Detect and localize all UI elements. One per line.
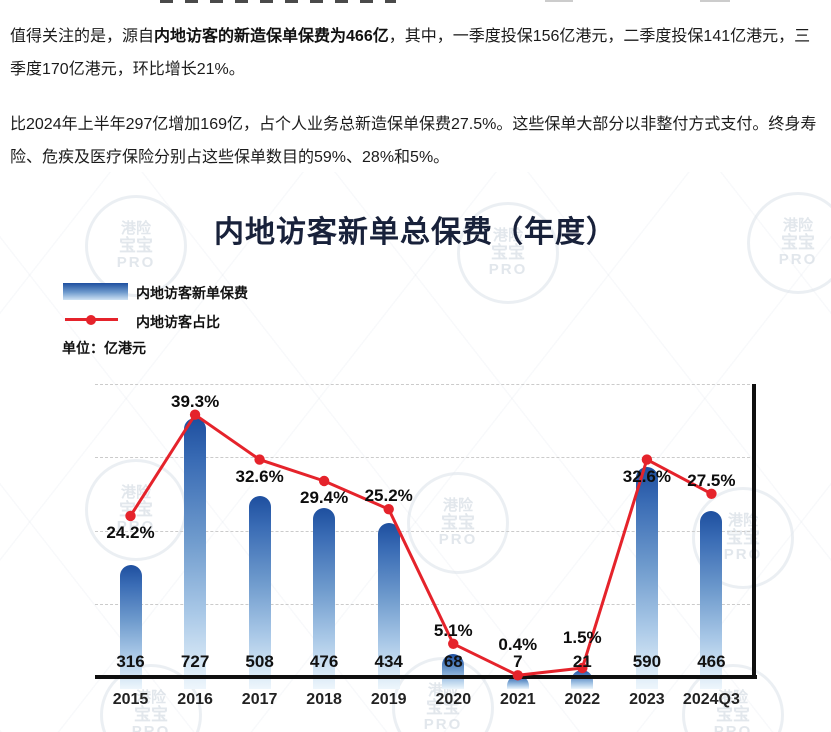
bar-2015 [119, 565, 142, 689]
x-label-2017: 2017 [241, 691, 278, 708]
value-label-2024Q3: 466 [697, 652, 726, 671]
bar-2018 [313, 508, 336, 689]
bar-2024Q3 [700, 511, 723, 689]
x-label-2022: 2022 [564, 691, 601, 708]
value-label-2018: 476 [309, 652, 339, 671]
line-point-2019 [383, 504, 394, 515]
x-label-2021: 2021 [500, 691, 536, 708]
gridline [95, 604, 755, 606]
gridline [95, 530, 755, 532]
pct-label-2018: 29.4% [299, 488, 349, 507]
bar-2023 [635, 467, 658, 689]
pct-label-2024Q3: 27.5% [687, 470, 736, 490]
cropped-line-remnant [160, 0, 396, 3]
pct-label-2019: 25.2% [364, 486, 413, 506]
line-point-2024Q3 [706, 488, 717, 499]
chart-title: 内地访客新单总保费（年度） [214, 216, 617, 249]
line-point-2017 [254, 454, 265, 465]
paragraph-text: 值得关注的是，源自 [10, 28, 155, 45]
gridline [95, 383, 755, 385]
paragraph-text: ，其中，一季度投保156亿港元，二季度投保141亿港元，三季度170亿港元，环比… [10, 28, 811, 78]
bar-2022 [571, 670, 594, 689]
bar-2016 [184, 418, 207, 689]
value-label-2022: 21 [572, 652, 592, 671]
line-point-2020 [448, 638, 459, 649]
cropped-line-remnant [545, 0, 573, 2]
pct-label-2017: 32.6% [235, 466, 284, 486]
right-axis-line [751, 383, 756, 679]
x-label-2023: 2023 [629, 691, 665, 708]
pct-label-2022: 1.5% [562, 628, 602, 647]
bar-2017 [248, 496, 271, 689]
pct-label-2016: 39.3% [170, 391, 220, 411]
cropped-line-remnant [700, 0, 730, 2]
paragraph-comparison-details: 比2024年上半年297亿增加169亿，占个人业务总新造保单保费27.5%。这些… [10, 116, 817, 166]
x-label-2019: 2019 [370, 691, 407, 708]
value-label-2017: 508 [245, 652, 274, 671]
pct-label-2021: 0.4% [498, 635, 538, 655]
line-point-2021 [512, 670, 523, 681]
pct-label-2020: 5.1% [433, 620, 473, 640]
legend-line-dot [86, 314, 96, 325]
line-point-2023 [641, 454, 653, 465]
x-label-2018: 2018 [306, 691, 342, 708]
value-label-2020: 68 [443, 652, 463, 671]
legend-bars-label: 内地访客新单保费 [136, 285, 248, 301]
pct-label-2023: 32.6% [622, 466, 671, 486]
value-label-2015: 316 [116, 652, 145, 671]
line-point-2016 [189, 409, 201, 420]
bar-2019 [377, 523, 400, 689]
value-label-2023: 590 [632, 652, 662, 671]
gridline [95, 457, 755, 459]
x-label-2020: 2020 [435, 691, 472, 708]
value-label-2016: 727 [180, 652, 210, 671]
axis-unit-label: 单位：亿港元 [62, 340, 146, 356]
bar-2020 [442, 654, 465, 689]
x-label-2024Q3: 2024Q3 [682, 691, 740, 708]
paragraph-premium-summary: 值得关注的是，源自内地访客的新造保单保费为466亿，其中，一季度投保156亿港元… [10, 20, 823, 86]
line-point-2015 [125, 510, 136, 522]
legend-line-label: 内地访客占比 [136, 314, 220, 330]
legend-bar-swatch [63, 283, 128, 300]
x-label-2016: 2016 [177, 691, 213, 708]
value-label-2021: 7 [513, 652, 523, 671]
x-label-2015: 2015 [112, 691, 149, 708]
x-axis-line [95, 675, 757, 679]
pct-label-2015: 24.2% [106, 522, 155, 542]
line-point-2018 [318, 475, 330, 487]
line-point-2022 [577, 662, 588, 674]
paragraph-bold-highlight: 内地访客的新造保单保费为466亿 [154, 28, 389, 45]
value-label-2019: 434 [374, 652, 403, 671]
